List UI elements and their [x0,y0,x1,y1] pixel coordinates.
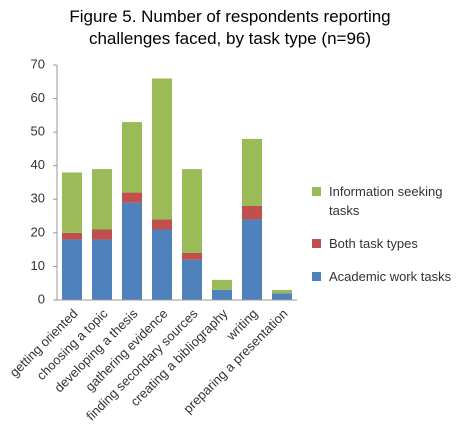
bar-segment [92,239,112,300]
bar-segment [272,293,292,300]
bar-segment [242,206,262,220]
bar-segment [62,239,82,300]
y-tick-label: 70 [31,56,45,71]
bar-segment [182,253,202,260]
y-tick-label: 60 [31,90,45,105]
bar-segment [242,219,262,300]
legend-swatch [312,272,321,281]
bar-segment [152,219,172,230]
legend-item: Information seeking tasks [312,182,462,220]
legend: Information seeking tasks Both task types… [312,182,462,300]
bar-segment [272,289,292,294]
bar-segment [182,259,202,300]
legend-swatch [312,239,321,248]
bar-segment [122,192,142,203]
bar-segment [62,232,82,240]
legend-label: Academic work tasks [329,269,452,284]
bar-segment [212,279,232,290]
bar-segment [182,169,202,253]
bar-segment [122,122,142,193]
y-tick-label: 30 [31,191,45,206]
bar-segment [122,202,142,300]
bar-segment [92,229,112,240]
chart-title: Figure 5. Number of respondents reportin… [69,7,391,48]
y-tick-label: 10 [31,258,45,273]
legend-label: Both task types [329,236,418,251]
legend-item: Academic work tasks [312,267,462,286]
legend-label: Information seeking tasks [329,184,443,218]
y-tick-label: 20 [31,224,45,239]
bar-segment [62,172,82,233]
bar-segment [242,138,262,206]
y-tick-label: 40 [31,157,45,172]
bar-segment [152,78,172,220]
legend-item: Both task types [312,234,462,253]
y-tick-label: 50 [31,124,45,139]
y-tick-label: 0 [38,291,45,306]
legend-swatch [312,187,321,196]
bar-segment [152,229,172,300]
bar-segment [212,289,232,300]
bar-segment [92,169,112,230]
